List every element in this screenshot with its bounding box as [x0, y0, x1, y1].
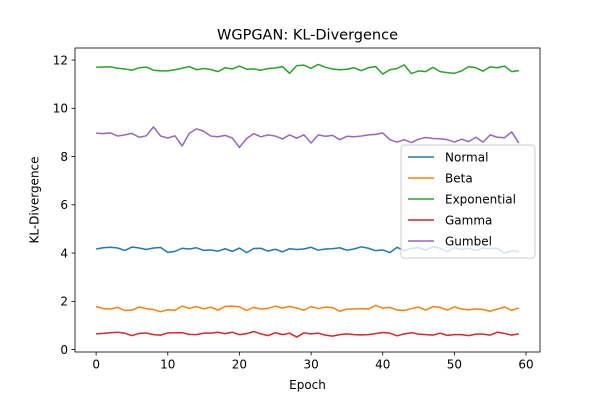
legend-label-normal: Normal	[445, 150, 488, 164]
x-tick-label: 30	[303, 358, 318, 372]
series-line-gamma	[96, 330, 519, 338]
legend: Normal Beta Exponential Gamma Gumbel	[400, 144, 536, 259]
series-line-gumbel	[96, 126, 520, 149]
plot-frame	[74, 47, 541, 353]
series-line-beta	[95, 304, 520, 313]
x-tick-label: 60	[518, 358, 533, 372]
x-axis-label: Epoch	[289, 378, 326, 392]
y-axis: 0 2 4 6 8 10 12	[53, 53, 75, 357]
chart-title: WGPGAN: KL-Divergence	[217, 28, 398, 44]
x-tick-label: 0	[92, 358, 100, 372]
x-tick-label: 10	[160, 358, 175, 372]
y-tick-label: 8	[60, 150, 68, 164]
y-tick-label: 4	[60, 246, 68, 260]
legend-label-exponential: Exponential	[445, 192, 516, 206]
series-line-exponential	[96, 63, 519, 75]
legend-label-gumbel: Gumbel	[445, 234, 492, 248]
x-tick-label: 40	[375, 358, 390, 372]
y-tick-label: 2	[60, 295, 68, 309]
legend-label-beta: Beta	[445, 171, 473, 185]
legend-label-gamma: Gamma	[445, 213, 492, 227]
y-tick-label: 12	[53, 53, 68, 67]
x-axis: 0 10 20 30 40 50 60	[92, 352, 534, 372]
y-axis-label: KL-Divergence	[28, 156, 42, 243]
y-tick-label: 6	[60, 198, 68, 212]
y-tick-label: 10	[53, 102, 68, 116]
legend-box	[400, 144, 536, 259]
x-tick-label: 50	[447, 358, 462, 372]
x-tick-label: 20	[232, 358, 247, 372]
y-tick-label: 0	[60, 343, 68, 357]
